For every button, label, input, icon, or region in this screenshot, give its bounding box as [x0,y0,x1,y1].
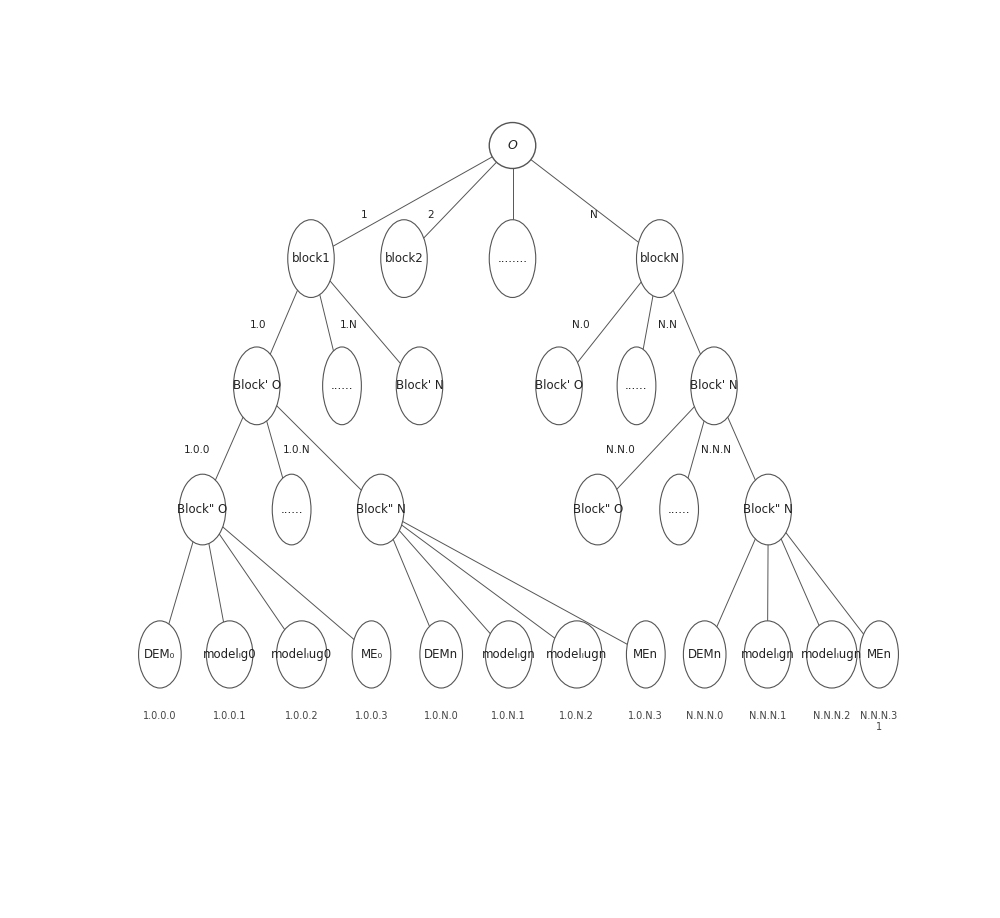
Text: block1: block1 [292,252,330,265]
Text: Block' N: Block' N [690,379,738,392]
Text: ......: ...... [280,503,303,516]
Ellipse shape [272,475,311,545]
Ellipse shape [206,621,253,688]
Ellipse shape [660,475,698,545]
Text: 1.0.N.1: 1.0.N.1 [491,711,526,721]
Text: N: N [590,210,598,220]
Text: DEMn: DEMn [424,648,458,661]
Ellipse shape [574,475,621,545]
Text: DEMn: DEMn [688,648,722,661]
Text: modelₗugn: modelₗugn [546,648,607,661]
Ellipse shape [617,347,656,425]
Ellipse shape [691,347,737,425]
Text: ........: ........ [498,252,528,265]
Ellipse shape [179,475,226,545]
Text: 1.0.0.0: 1.0.0.0 [143,711,177,721]
Ellipse shape [485,621,532,688]
Ellipse shape [323,347,361,425]
Text: O: O [508,139,517,152]
Text: ME₀: ME₀ [360,648,383,661]
Text: ......: ...... [668,503,690,516]
Ellipse shape [288,219,334,297]
Ellipse shape [396,347,443,425]
Text: N.N.N.0: N.N.N.0 [686,711,723,721]
Text: N.N.N: N.N.N [701,445,731,455]
Ellipse shape [277,621,327,688]
Ellipse shape [234,347,280,425]
Ellipse shape [489,122,536,169]
Ellipse shape [626,621,665,688]
Ellipse shape [744,621,791,688]
Text: Block' O: Block' O [535,379,583,392]
Text: 1.0.0.1: 1.0.0.1 [213,711,246,721]
Text: ......: ...... [331,379,353,392]
Ellipse shape [381,219,427,297]
Text: N.N.N.2: N.N.N.2 [813,711,850,721]
Text: MEn: MEn [867,648,892,661]
Text: ......: ...... [625,379,648,392]
Ellipse shape [358,475,404,545]
Text: Block" O: Block" O [573,503,623,516]
Text: 1.0.0.2: 1.0.0.2 [285,711,319,721]
Text: 1.0: 1.0 [250,320,266,330]
Text: N.N.0: N.N.0 [606,445,635,455]
Text: 2: 2 [427,210,434,220]
Text: 1.0.N.0: 1.0.N.0 [424,711,459,721]
Ellipse shape [807,621,857,688]
Text: 1.0.N.2: 1.0.N.2 [559,711,594,721]
Text: Block" O: Block" O [177,503,228,516]
Text: modelₗgn: modelₗgn [741,648,794,661]
Text: N.N.N.3
1: N.N.N.3 1 [860,711,898,733]
Text: 1.0.N.3: 1.0.N.3 [628,711,663,721]
Text: modelₗug0: modelₗug0 [271,648,332,661]
Text: MEn: MEn [633,648,658,661]
Text: Block' N: Block' N [396,379,443,392]
Ellipse shape [352,621,391,688]
Text: N.N.N.1: N.N.N.1 [749,711,786,721]
Text: Block" N: Block" N [743,503,793,516]
Ellipse shape [489,219,536,297]
Text: modelₗgn: modelₗgn [482,648,536,661]
Text: N.N: N.N [658,320,677,330]
Text: block2: block2 [385,252,423,265]
Text: 1.0.0: 1.0.0 [184,445,211,455]
Ellipse shape [420,621,463,688]
Ellipse shape [552,621,602,688]
Ellipse shape [139,621,181,688]
Text: Block" N: Block" N [356,503,406,516]
Ellipse shape [683,621,726,688]
Text: 1.0.0.3: 1.0.0.3 [355,711,388,721]
Text: blockN: blockN [640,252,680,265]
Ellipse shape [860,621,898,688]
Text: Block' O: Block' O [233,379,281,392]
Text: 1.0.N: 1.0.N [283,445,311,455]
Text: modelₗg0: modelₗg0 [203,648,256,661]
Text: 1.N: 1.N [340,320,358,330]
Ellipse shape [536,347,582,425]
Text: modelₗugn: modelₗugn [801,648,862,661]
Text: N.0: N.0 [572,320,590,330]
Text: DEM₀: DEM₀ [144,648,176,661]
Text: 1: 1 [361,210,368,220]
Ellipse shape [637,219,683,297]
Ellipse shape [745,475,792,545]
